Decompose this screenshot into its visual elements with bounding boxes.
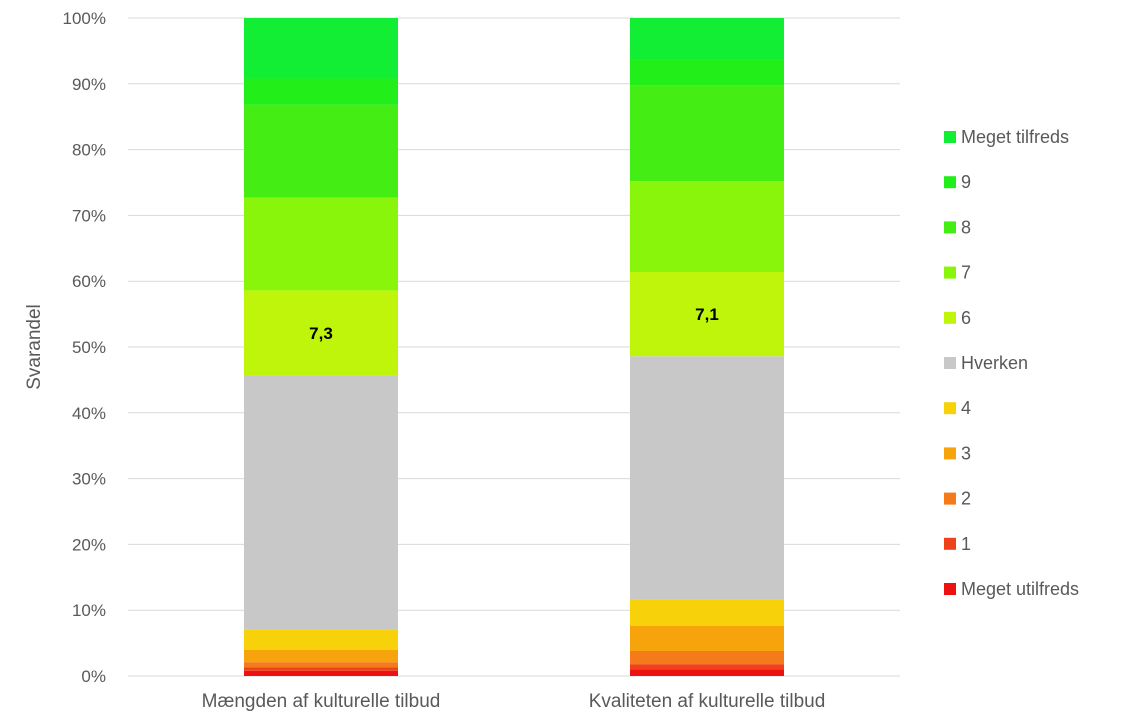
bar-segment — [630, 664, 784, 670]
bar-segment — [630, 85, 784, 182]
bar-segment — [244, 649, 398, 663]
y-axis-ticks: 0% 10% 20% 30% 40% 50% 60% 70% 80% 90% 100% — [63, 9, 106, 686]
y-tick-label: 10% — [72, 601, 106, 620]
y-axis-label: Svarandel — [24, 304, 45, 390]
legend-swatch — [944, 357, 956, 369]
bar-segment — [244, 197, 398, 291]
legend-swatch — [944, 311, 956, 324]
legend-label: 9 — [961, 172, 971, 192]
bar-segment — [630, 59, 784, 86]
y-tick-label: 100% — [63, 9, 106, 28]
legend-item: 1 — [944, 534, 971, 554]
y-tick-label: 20% — [72, 535, 106, 554]
bar-value-label: 7,3 — [309, 324, 333, 343]
bar-segment — [630, 18, 784, 60]
legend-label: Meget tilfreds — [961, 127, 1069, 147]
bar-segment — [244, 670, 398, 676]
bar-labels: 7,3 7,1 — [309, 305, 719, 343]
legend-item: 2 — [944, 489, 971, 509]
legend-label: 2 — [961, 489, 971, 509]
bar-segment — [244, 78, 398, 105]
y-tick-label: 70% — [72, 206, 106, 225]
legend-swatch — [944, 402, 956, 415]
bar-segment — [630, 650, 784, 665]
legend-item: Hverken — [944, 353, 1028, 373]
legend-item: Meget utilfreds — [944, 579, 1079, 599]
legend-label: Meget utilfreds — [961, 579, 1079, 599]
bar-segment — [244, 290, 398, 376]
legend-item: 4 — [944, 398, 971, 418]
y-tick-label: 30% — [72, 470, 106, 489]
legend-swatch — [944, 176, 956, 189]
legend-swatch — [944, 583, 956, 595]
bar-segment — [244, 375, 398, 630]
y-tick-label: 40% — [72, 404, 106, 423]
legend-swatch — [944, 537, 956, 550]
legend-item: 8 — [944, 217, 971, 237]
legend-label: 1 — [961, 534, 971, 554]
bar-segment — [630, 356, 784, 600]
legend-label: 8 — [961, 217, 971, 237]
legend-item: Meget tilfreds — [944, 127, 1069, 147]
legend-label: 7 — [961, 263, 971, 283]
legend-label: 3 — [961, 443, 971, 463]
bar-segment — [630, 625, 784, 651]
legend-swatch — [944, 266, 956, 279]
x-tick-label: Mængden af kulturelle tilbud — [202, 691, 441, 712]
gridlines — [128, 17, 900, 677]
legend-label: Hverken — [961, 353, 1028, 373]
y-tick-label: 0% — [81, 667, 106, 686]
bar-segment — [630, 669, 784, 676]
legend-swatch — [944, 221, 956, 234]
legend-swatch — [944, 447, 956, 460]
y-tick-label: 60% — [72, 272, 106, 291]
bar-segment — [244, 104, 398, 198]
x-tick-label: Kvaliteten af kulturelle tilbud — [589, 691, 826, 712]
bar-segment — [244, 662, 398, 668]
legend-label: 4 — [961, 398, 971, 418]
legend-item: 9 — [944, 172, 971, 192]
bar-segment — [244, 667, 398, 671]
y-tick-label: 80% — [72, 141, 106, 160]
legend-item: 3 — [944, 443, 971, 463]
bars — [244, 18, 784, 676]
bar-segment — [630, 271, 784, 357]
bar-segment — [244, 629, 398, 650]
y-tick-label: 50% — [72, 338, 106, 357]
legend-item: 7 — [944, 263, 971, 283]
bar-segment — [244, 18, 398, 79]
bar-segment — [630, 599, 784, 626]
legend-label: 6 — [961, 308, 971, 328]
bar-segment — [630, 181, 784, 272]
bar-value-label: 7,1 — [695, 305, 719, 324]
y-tick-label: 90% — [72, 75, 106, 94]
x-axis-ticks: Mængden af kulturelle tilbud Kvaliteten a… — [202, 691, 826, 712]
legend-item: 6 — [944, 308, 971, 328]
legend-swatch — [944, 492, 956, 505]
legend-swatch — [944, 131, 956, 143]
legend: Meget tilfreds 9 8 7 6 Hverken 4 3 2 1 Meget utilf… — [944, 127, 1079, 599]
